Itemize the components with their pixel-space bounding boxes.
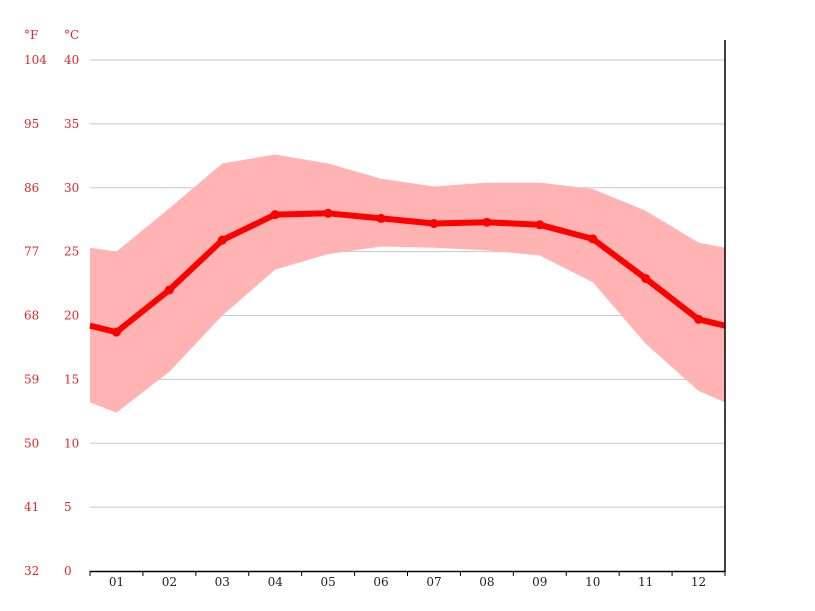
month-label: 03 <box>215 575 230 589</box>
celsius-tick-label: 35 <box>64 117 79 131</box>
average-temperature-line <box>89 210 726 336</box>
month-label: 06 <box>373 575 388 589</box>
y-axis-labels: °F °C 32 0 41 5 50 10 59 15 68 20 77 25 86 30 95 35 104 4… <box>24 28 79 578</box>
data-point <box>323 208 333 218</box>
fahrenheit-tick-label: 41 <box>24 500 39 514</box>
month-label: 11 <box>638 575 653 589</box>
fahrenheit-tick-label: 86 <box>24 181 39 195</box>
celsius-unit-label: °C <box>64 28 79 42</box>
celsius-tick-label: 0 <box>64 564 72 578</box>
data-point <box>588 234 598 244</box>
data-point <box>270 210 280 220</box>
temperature-range-band <box>90 154 725 413</box>
month-label: 04 <box>268 575 284 589</box>
fahrenheit-tick-label: 68 <box>24 309 39 323</box>
data-point <box>429 219 439 229</box>
fahrenheit-tick-label: 32 <box>24 564 39 578</box>
celsius-tick-label: 15 <box>64 372 79 386</box>
celsius-tick-label: 10 <box>64 436 79 450</box>
data-point <box>482 217 492 227</box>
data-point <box>694 314 704 324</box>
data-point <box>376 213 386 223</box>
data-point <box>641 273 651 283</box>
celsius-tick-label: 25 <box>64 245 79 259</box>
celsius-tick-label: 40 <box>64 53 79 67</box>
data-point <box>217 235 227 245</box>
celsius-tick-label: 20 <box>64 309 79 323</box>
month-label: 10 <box>585 575 600 589</box>
month-label: 01 <box>109 575 124 589</box>
month-label: 07 <box>426 575 441 589</box>
average-temperature-points <box>111 208 704 337</box>
month-label: 05 <box>320 575 335 589</box>
fahrenheit-tick-label: 77 <box>24 245 39 259</box>
celsius-tick-label: 30 <box>64 181 79 195</box>
celsius-tick-label: 5 <box>64 500 72 514</box>
fahrenheit-tick-label: 104 <box>24 53 47 67</box>
month-label: 09 <box>532 575 547 589</box>
month-label: 08 <box>479 575 494 589</box>
fahrenheit-tick-label: 59 <box>24 372 39 386</box>
data-point <box>111 327 121 337</box>
data-point <box>164 285 174 295</box>
month-label: 02 <box>162 575 177 589</box>
fahrenheit-tick-label: 50 <box>24 436 39 450</box>
fahrenheit-unit-label: °F <box>24 28 38 42</box>
fahrenheit-tick-label: 95 <box>24 117 39 131</box>
month-label: 12 <box>691 575 706 589</box>
data-point <box>535 220 545 230</box>
x-axis: 01 02 03 04 05 06 07 08 09 10 11 12 <box>89 570 726 589</box>
